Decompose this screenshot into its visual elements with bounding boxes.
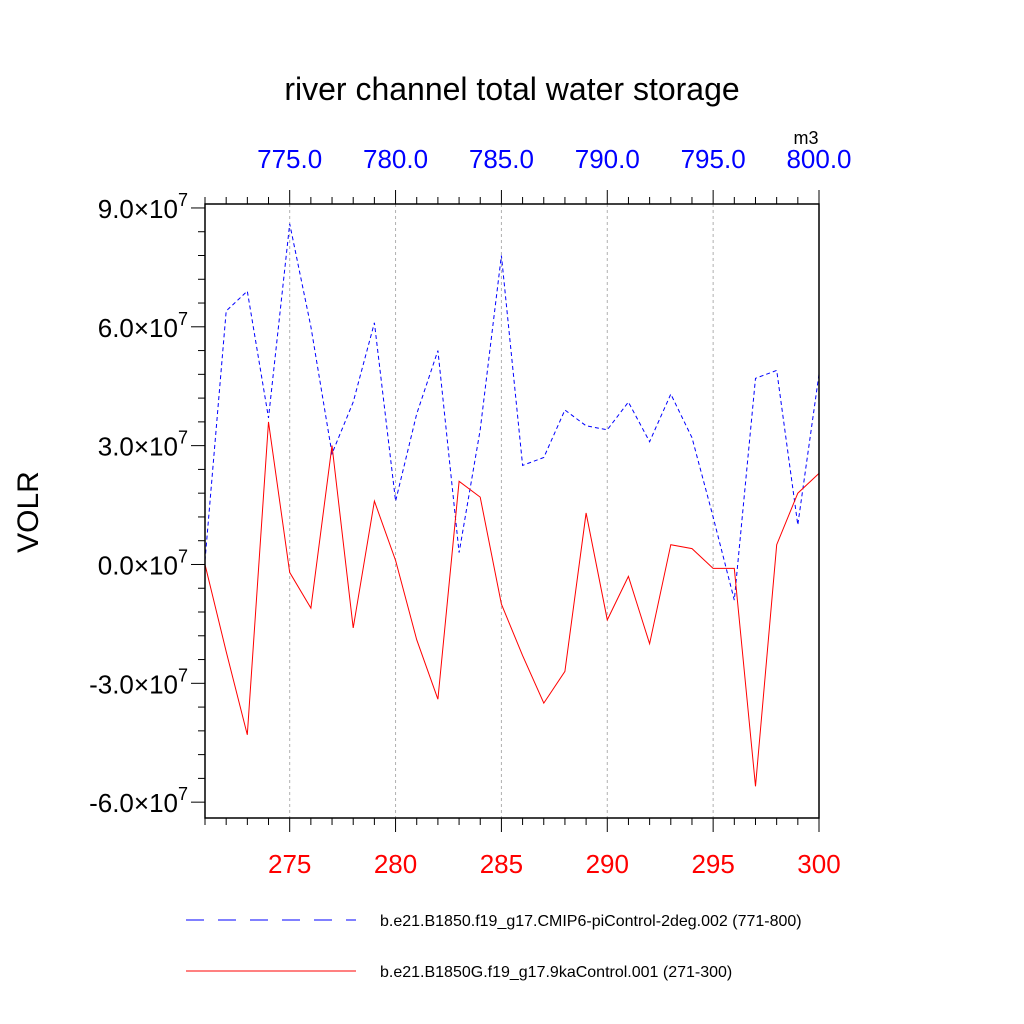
legend-label-2: b.e21.B1850G.f19_g17.9kaControl.001 (271… [380,964,732,981]
gridlines [289,204,820,818]
y-axis-label: VOLR [12,471,45,553]
legend-label-1: b.e21.B1850.f19_g17.CMIP6-piControl-2deg… [380,913,802,930]
x-bottom-tick-label: 280 [374,849,417,879]
series-line-2 [204,421,820,787]
x-bottom-tick-label: 295 [691,849,734,879]
tick-labels: 275 280 285 290 295 300 775.0 780.0 785.0 790.0 79… [89,144,851,879]
x-top-tick-label: 775.0 [257,144,322,174]
y-tick-label: 3.0×107 [98,428,188,462]
x-bottom-tick-label: 300 [797,849,840,879]
plot-frame [204,203,820,819]
legend: b.e21.B1850.f19_g17.CMIP6-piControl-2deg… [186,913,802,981]
x-bottom-tick-label: 290 [586,849,629,879]
x-bottom-tick-label: 285 [480,849,523,879]
x-top-tick-label: 785.0 [469,144,534,174]
y-tick-label: 0.0×107 [98,546,188,580]
y-tick-label: 9.0×107 [98,190,188,224]
chart-title: river channel total water storage [284,71,739,107]
x-bottom-tick-label: 275 [268,849,311,879]
y-tick-label: -6.0×107 [89,784,188,818]
y-tick-label: 6.0×107 [98,309,188,343]
x-top-tick-label: 780.0 [363,144,428,174]
x-top-tick-label: 800.0 [786,144,851,174]
series-layer [204,223,820,787]
units-label: m3 [793,128,818,148]
x-top-tick-label: 790.0 [575,144,640,174]
axis-ticks [191,190,820,832]
x-top-tick-label: 795.0 [681,144,746,174]
y-tick-label: -3.0×107 [89,665,188,699]
series-line-1 [204,223,820,601]
